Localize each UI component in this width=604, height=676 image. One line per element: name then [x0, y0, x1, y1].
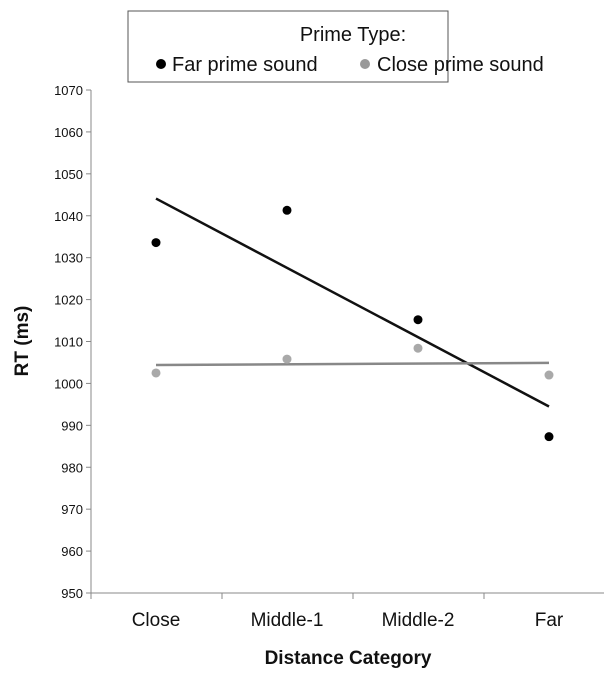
y-tick-label-990: 990: [61, 418, 83, 433]
point-close-prime-sound-middle-1: [282, 354, 292, 364]
legend-box: [127, 10, 449, 83]
y-tick-label-960: 960: [61, 544, 83, 559]
y-tick-label-970: 970: [61, 502, 83, 517]
y-tick-label-1060: 1060: [54, 125, 83, 140]
trendline-close-prime-sound: [155, 361, 550, 367]
legend: Prime Type: Far prime sound Close prime …: [127, 10, 544, 83]
x-axis-ticks: Close Middle-1 Middle-2 Far: [90, 593, 564, 631]
data-points: [151, 205, 554, 442]
point-close-prime-sound-middle-2: [413, 343, 423, 353]
legend-label-far-prime: Far prime sound: [172, 54, 318, 76]
y-tick-label-1030: 1030: [54, 251, 83, 266]
point-close-prime-sound-far: [544, 370, 554, 380]
x-tick-label-far: Far: [535, 610, 564, 631]
y-tick-label-1040: 1040: [54, 209, 83, 224]
y-tick-label-1020: 1020: [54, 293, 83, 308]
x-axis-title: Distance Category: [265, 648, 432, 669]
point-far-prime-sound-close: [151, 238, 161, 248]
x-tick-label-middle-1: Middle-1: [251, 610, 324, 631]
x-tick-label-middle-2: Middle-2: [382, 610, 455, 631]
point-far-prime-sound-far: [544, 432, 554, 442]
trendline-far-prime-sound: [155, 197, 550, 408]
y-tick-label-1050: 1050: [54, 167, 83, 182]
point-far-prime-sound-middle-1: [282, 205, 292, 215]
legend-marker-close-prime: [360, 59, 370, 69]
y-tick-label-980: 980: [61, 460, 83, 475]
y-tick-label-1070: 1070: [54, 83, 83, 98]
legend-title: Prime Type:: [300, 24, 406, 46]
y-tick-label-950: 950: [61, 586, 83, 601]
y-axis-title: RT (ms): [12, 306, 33, 377]
point-close-prime-sound-close: [151, 368, 161, 378]
x-tick-label-close: Close: [132, 610, 181, 631]
legend-label-close-prime: Close prime sound: [377, 54, 544, 76]
point-far-prime-sound-middle-2: [413, 315, 423, 325]
y-tick-label-1010: 1010: [54, 335, 83, 350]
y-tick-label-1000: 1000: [54, 376, 83, 391]
legend-marker-far-prime: [156, 59, 166, 69]
trendlines: [155, 197, 550, 408]
y-axis-ticks: 950 960 970 980 990 1000 1010 1020 1030 1040 1050 1…: [54, 83, 91, 601]
